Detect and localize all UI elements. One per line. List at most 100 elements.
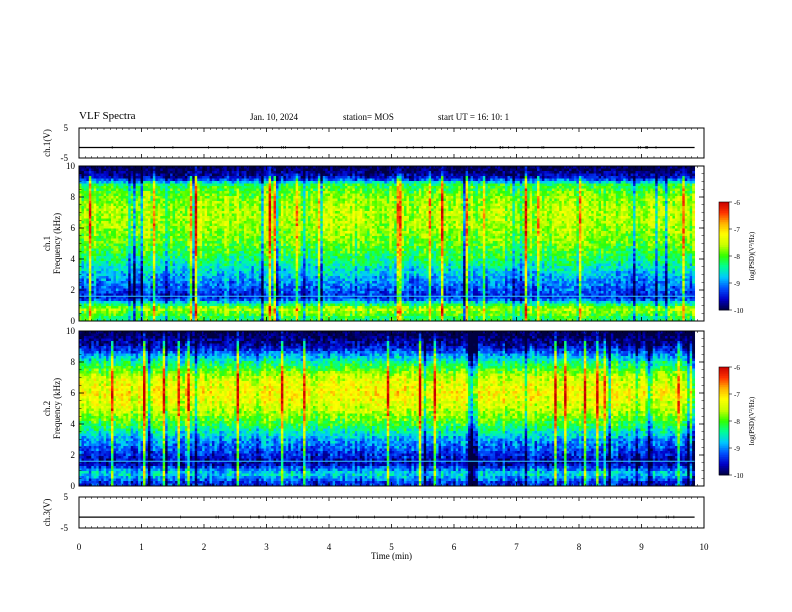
psd-cell	[126, 309, 129, 312]
psd-cell	[150, 221, 153, 224]
psd-cell	[219, 271, 222, 274]
psd-cell	[94, 309, 97, 312]
psd-cell	[227, 306, 230, 309]
psd-cell	[133, 311, 136, 314]
psd-cell	[160, 281, 163, 284]
psd-cell	[131, 274, 134, 277]
psd-cell	[180, 274, 183, 277]
psd-cell	[116, 236, 119, 239]
psd-cell	[101, 184, 104, 187]
psd-cell	[195, 314, 198, 317]
psd-cell	[81, 211, 84, 214]
psd-cell	[170, 274, 173, 277]
psd-cell	[237, 269, 240, 272]
psd-cell	[229, 254, 232, 257]
psd-cell	[118, 206, 121, 209]
psd-cell	[205, 254, 208, 257]
psd-cell	[138, 211, 141, 214]
psd-cell	[148, 226, 151, 229]
psd-cell	[190, 199, 193, 202]
psd-cell	[89, 259, 92, 262]
psd-cell	[123, 309, 126, 312]
psd-cell	[136, 266, 139, 269]
psd-cell	[205, 181, 208, 184]
psd-cell	[202, 176, 205, 179]
psd-cell	[170, 256, 173, 259]
psd-cell	[182, 304, 185, 307]
psd-cell	[153, 311, 156, 314]
psd-cell	[227, 216, 230, 219]
psd-cell	[148, 301, 151, 304]
psd-cell	[123, 186, 126, 189]
psd-cell	[190, 176, 193, 179]
psd-cell	[224, 216, 227, 219]
psd-cell	[175, 206, 178, 209]
psd-cell	[121, 299, 124, 302]
psd-cell	[123, 249, 126, 252]
psd-cell	[170, 239, 173, 242]
psd-cell	[94, 229, 97, 232]
psd-cell	[178, 219, 181, 222]
psd-cell	[104, 299, 107, 302]
psd-cell	[133, 279, 136, 282]
psd-cell	[91, 199, 94, 202]
psd-cell	[163, 236, 166, 239]
psd-cell	[163, 176, 166, 179]
psd-cell	[210, 276, 213, 279]
psd-cell	[178, 276, 181, 279]
psd-cell	[234, 209, 237, 212]
psd-cell	[180, 226, 183, 229]
psd-cell	[106, 314, 109, 317]
psd-cell	[227, 181, 230, 184]
psd-cell	[229, 241, 232, 244]
psd-cell	[123, 254, 126, 257]
psd-cell	[200, 199, 203, 202]
psd-cell	[237, 261, 240, 264]
psd-cell	[123, 311, 126, 314]
psd-cell	[210, 261, 213, 264]
psd-cell	[96, 309, 99, 312]
psd-cell	[81, 241, 84, 244]
psd-cell	[219, 239, 222, 242]
psd-cell	[81, 194, 84, 197]
psd-cell	[168, 291, 171, 294]
psd-cell	[106, 271, 109, 274]
psd-cell	[222, 189, 225, 192]
psd-cell	[94, 196, 97, 199]
psd-cell	[101, 214, 104, 217]
psd-cell	[143, 241, 146, 244]
psd-cell	[109, 184, 112, 187]
psd-cell	[86, 179, 89, 182]
psd-cell	[190, 209, 193, 212]
psd-cell	[168, 231, 171, 234]
psd-cell	[150, 179, 153, 182]
psd-cell	[111, 174, 114, 177]
psd-cell	[165, 194, 168, 197]
psd-cell	[84, 299, 87, 302]
psd-cell	[207, 176, 210, 179]
psd-cell	[234, 169, 237, 172]
psd-cell	[168, 179, 171, 182]
psd-cell	[111, 236, 114, 239]
psd-cell	[168, 239, 171, 242]
psd-cell	[91, 299, 94, 302]
psd-cell	[175, 251, 178, 254]
psd-cell	[227, 191, 230, 194]
psd-cell	[187, 231, 190, 234]
psd-cell	[91, 176, 94, 179]
psd-cell	[128, 199, 131, 202]
psd-cell	[94, 226, 97, 229]
psd-cell	[217, 186, 220, 189]
psd-cell	[109, 186, 112, 189]
psd-cell	[197, 246, 200, 249]
psd-cell	[155, 181, 158, 184]
psd-cell	[239, 196, 242, 199]
psd-cell	[116, 209, 119, 212]
psd-cell	[136, 221, 139, 224]
psd-cell	[165, 246, 168, 249]
psd-cell	[116, 186, 119, 189]
psd-cell	[158, 196, 161, 199]
psd-cell	[187, 219, 190, 222]
psd-cell	[222, 284, 225, 287]
psd-cell	[214, 229, 217, 232]
